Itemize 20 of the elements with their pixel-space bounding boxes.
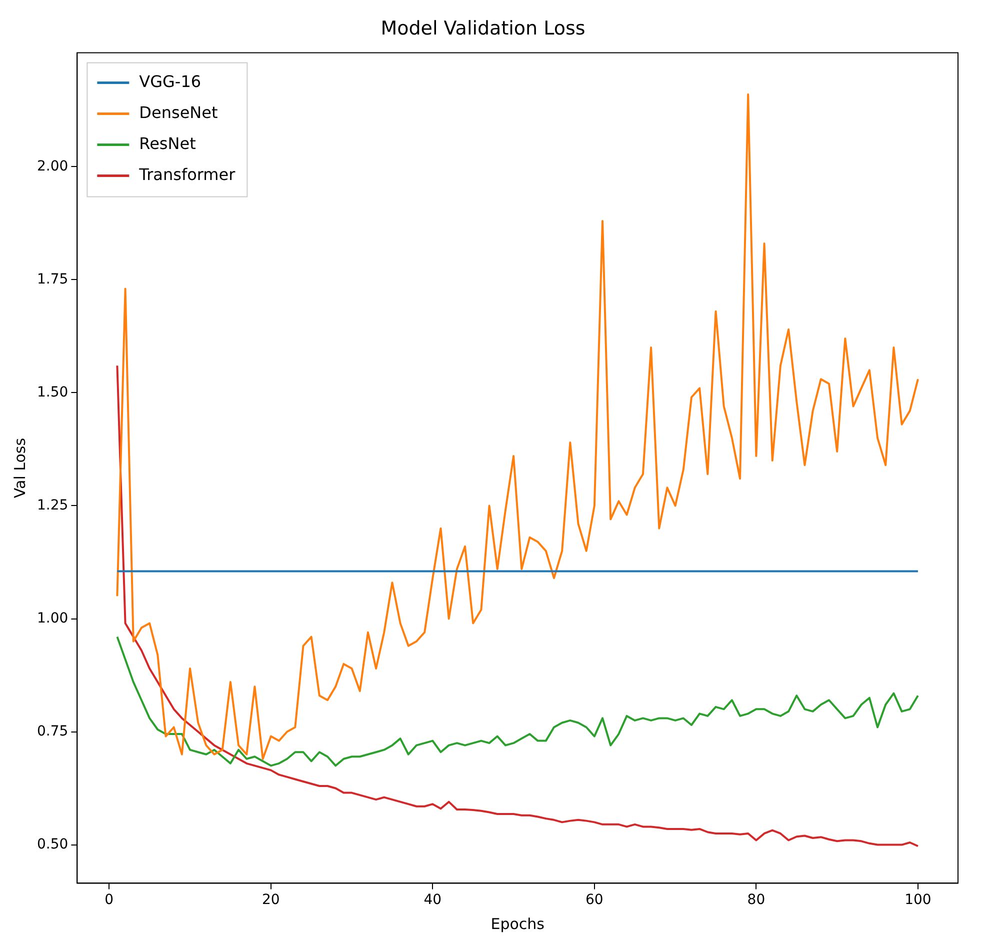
- x-tick-label: 40: [424, 892, 442, 908]
- x-tick-label: 100: [904, 892, 932, 908]
- y-axis-title: Val Loss: [10, 438, 29, 498]
- y-tick-label: 1.50: [37, 384, 68, 400]
- y-tick-label: 1.25: [37, 497, 68, 514]
- y-tick-label: 2.00: [37, 158, 68, 174]
- x-tick-label: 0: [104, 892, 114, 908]
- legend-label: Transformer: [138, 164, 236, 184]
- x-tick-label: 60: [586, 892, 604, 908]
- y-tick-label: 1.75: [37, 271, 68, 288]
- legend-label: ResNet: [139, 134, 196, 153]
- y-tick-label: 0.50: [37, 836, 68, 852]
- x-tick-label: 20: [262, 892, 280, 908]
- chart-title: Model Validation Loss: [380, 17, 586, 40]
- legend-label: VGG-16: [139, 72, 202, 91]
- y-tick-label: 0.75: [37, 723, 68, 740]
- legend-label: DenseNet: [139, 102, 218, 122]
- y-tick-label: 1.00: [37, 610, 68, 626]
- x-axis-title: Epochs: [490, 914, 545, 933]
- x-tick-label: 80: [747, 892, 766, 908]
